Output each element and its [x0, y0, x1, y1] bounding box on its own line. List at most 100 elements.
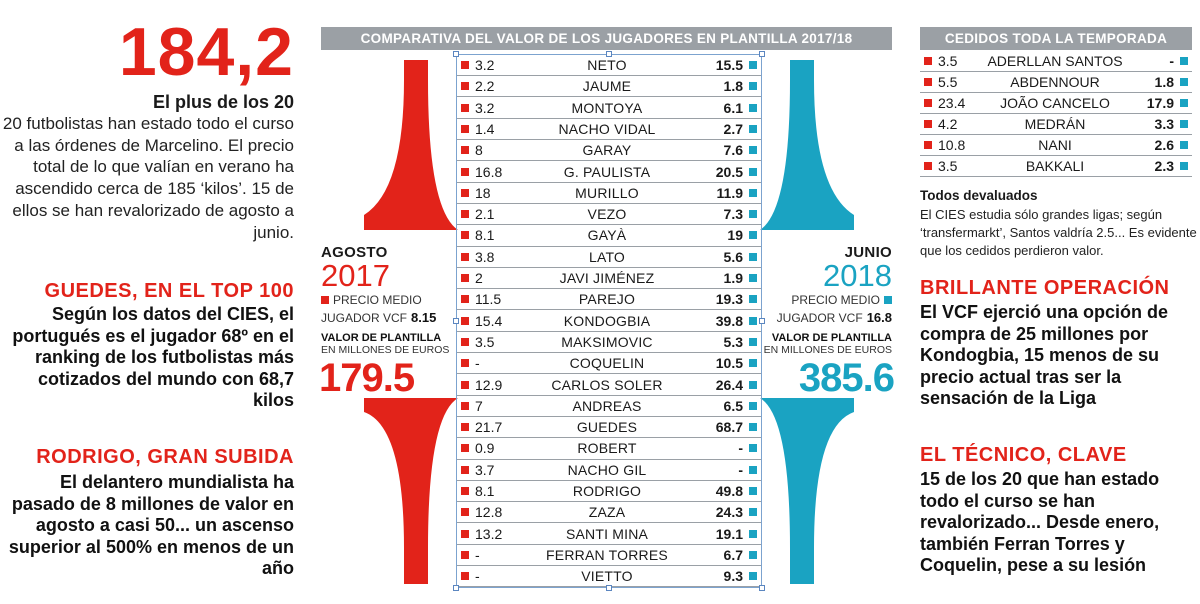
june-marker: [749, 252, 757, 261]
june-value: 39.8: [715, 312, 743, 329]
june-value: 19: [727, 227, 743, 244]
player-name: VEZO: [587, 206, 627, 223]
loan-player-name: ABDENNOUR: [1010, 74, 1100, 90]
player-name: G. PAULISTA: [563, 163, 651, 180]
selection-handle[interactable]: [453, 585, 459, 591]
august-value: 3.5: [475, 333, 495, 350]
august-top-curve: [364, 60, 458, 230]
selection-handle[interactable]: [606, 585, 612, 591]
august-value: -: [475, 568, 480, 585]
loan-player-name: BAKKALI: [1025, 158, 1085, 174]
june-marker: [749, 124, 757, 133]
june-marker: [1180, 162, 1188, 170]
august-marker: [461, 380, 469, 389]
operation-headline: BRILLANTE OPERACIÓN: [920, 277, 1170, 299]
table-row: 1.4 NACHO VIDAL 2.7: [457, 119, 761, 141]
loan-player-name: ADERLLAN SANTOS: [987, 53, 1123, 69]
june-value-label-2: EN MILLONES DE EUROS: [763, 344, 892, 356]
player-name: ZAZA: [588, 504, 626, 521]
player-name: PAREJO: [578, 291, 636, 308]
june-marker: [1180, 141, 1188, 149]
august-value: 3.2: [475, 57, 495, 73]
june-value: 26.4: [715, 376, 743, 393]
june-marker: [749, 359, 757, 368]
loan-june-value: 17.9: [1146, 95, 1174, 111]
loan-june-value: 3.3: [1154, 116, 1174, 132]
table-row: 8.1 GAYÀ 19: [457, 225, 761, 247]
june-value: -: [738, 461, 743, 478]
right-column: CEDIDOS TODA LA TEMPORADA 3.5 ADERLLAN SA…: [918, 0, 1200, 604]
august-marker: [461, 401, 469, 410]
august-value: 12.8: [475, 504, 503, 521]
august-marker: [461, 274, 469, 282]
june-year: 2018: [823, 258, 892, 293]
june-marker: [749, 444, 757, 453]
june-value: 15.5: [715, 57, 743, 73]
operation-body: El VCF ejerció una opción de compra de 2…: [920, 302, 1169, 408]
june-marker: [749, 210, 757, 219]
august-color-square: [321, 296, 329, 304]
selection-handle[interactable]: [759, 585, 765, 591]
june-value: 10.5: [715, 355, 743, 372]
june-bottom-curve: [760, 398, 854, 584]
june-month: JUNIO: [844, 244, 892, 261]
august-value: 8.1: [475, 483, 495, 499]
august-marker: [461, 508, 469, 517]
kicker-headline: El plus de los 20: [152, 92, 294, 112]
player-name: KONDOGBIA: [563, 312, 651, 329]
june-value: 1.8: [723, 78, 743, 95]
june-value: 49.8: [715, 483, 743, 499]
august-value-label: VALOR DE PLANTILLA EN MILLONES DE EUROS: [321, 332, 449, 356]
august-value: 3.8: [475, 248, 495, 265]
selection-handle[interactable]: [759, 318, 765, 324]
coach-headline: EL TÉCNICO, CLAVE: [920, 444, 1127, 466]
august-value: 13.2: [475, 525, 503, 542]
table-row: 8 GARAY 7.6: [457, 140, 761, 162]
loan-august-value: 3.5: [938, 158, 958, 174]
august-price-label: PRECIO MEDIO: [333, 293, 422, 307]
august-value: 0.9: [475, 440, 495, 457]
august-marker: [461, 252, 469, 261]
loans-title: CEDIDOS TODA LA TEMPORADA: [920, 27, 1192, 50]
june-value: 24.3: [715, 504, 743, 521]
august-value: 2.2: [475, 78, 495, 95]
selection-handle[interactable]: [759, 51, 765, 57]
august-marker: [461, 316, 469, 325]
august-marker: [461, 188, 469, 197]
player-name: MAKSIMOVIC: [561, 333, 653, 350]
loan-row: 10.8 NANI 2.6: [920, 135, 1192, 156]
loan-june-value: -: [1169, 53, 1174, 69]
loan-player-name: JOÃO CANCELO: [1000, 95, 1110, 111]
august-value: 21.7: [475, 419, 503, 436]
table-row: 3.5 MAKSIMOVIC 5.3: [457, 332, 761, 354]
august-average-price: PRECIO MEDIO JUGADOR VCF 8.15: [321, 292, 436, 327]
table-row: 11.5 PAREJO 19.3: [457, 289, 761, 311]
player-name: RODRIGO: [572, 483, 642, 499]
selection-handle[interactable]: [606, 51, 612, 57]
player-name: FERRAN TORRES: [546, 546, 668, 563]
august-marker: [461, 167, 469, 176]
august-value: 15.4: [475, 312, 503, 329]
june-marker: [749, 529, 757, 538]
august-marker: [461, 103, 469, 112]
june-value: 68.7: [715, 419, 743, 436]
august-marker: [461, 82, 469, 91]
august-marker: [924, 57, 932, 65]
june-squad-value: 385.6: [798, 356, 895, 400]
june-value: 11.9: [716, 184, 743, 201]
loan-row: 5.5 ABDENNOUR 1.8: [920, 72, 1192, 93]
loans-table: 3.5 ADERLLAN SANTOS - 5.5 ABDENNOUR 1.8 23.4 JO…: [920, 51, 1192, 177]
player-name: ANDREAS: [572, 397, 642, 414]
player-name: GUEDES: [576, 419, 638, 436]
guedes-headline: GUEDES, EN EL TOP 100: [44, 280, 294, 302]
player-value-table: 3.2 NETO 15.5 2.2 JAUME 1.8 3.2 MONTOYA 6.1 1.4 NA…: [456, 54, 762, 588]
loan-june-value: 1.8: [1154, 74, 1174, 90]
june-marker: [749, 550, 757, 559]
selection-handle[interactable]: [453, 51, 459, 57]
august-year: 2017: [321, 258, 390, 293]
june-marker: [749, 167, 757, 176]
june-marker: [749, 274, 757, 282]
table-row: 21.7 GUEDES 68.7: [457, 417, 761, 439]
player-name: GARAY: [582, 142, 632, 159]
selection-handle[interactable]: [453, 318, 459, 324]
